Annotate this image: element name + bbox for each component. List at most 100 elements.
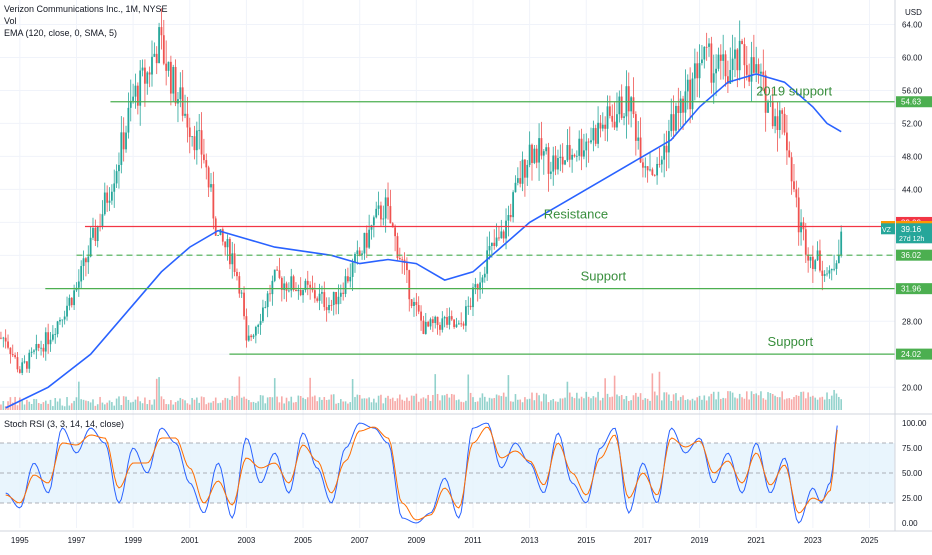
candle-body	[819, 250, 821, 271]
volume-legend[interactable]: Vol	[4, 16, 17, 26]
volume-bar	[290, 396, 293, 410]
candle-body	[542, 151, 545, 156]
horizontal-lines-layer: 2019 support Resistance Support Support	[45, 84, 895, 355]
volume-bar	[469, 392, 472, 410]
volume-bar	[111, 402, 113, 410]
candle-body	[703, 46, 706, 60]
ema-legend[interactable]: EMA (120, close, 0, SMA, 5)	[4, 28, 118, 38]
candle-body	[828, 270, 831, 274]
volume-bar	[172, 404, 175, 410]
volume-bar	[266, 397, 269, 410]
volume-bar	[793, 396, 795, 410]
candle-body	[361, 253, 363, 255]
candle-body	[89, 237, 92, 257]
candle-body	[516, 178, 519, 183]
volume-bar	[281, 396, 283, 410]
candle-body	[762, 71, 765, 75]
stoch-y-tick-label: 50.00	[902, 469, 923, 478]
volume-bar	[821, 396, 824, 410]
y-tick-label: 56.00	[902, 86, 923, 95]
candle-body	[167, 61, 170, 71]
candle-body	[642, 162, 644, 168]
volume-bar	[155, 378, 158, 410]
volume-bar	[620, 394, 623, 410]
stoch-rsi-legend[interactable]: Stoch RSI (3, 3, 14, 14, close)	[4, 419, 125, 429]
volume-bar	[330, 394, 333, 410]
candle-body	[646, 166, 649, 171]
candle-body	[495, 237, 498, 246]
candle-body	[134, 85, 137, 97]
volume-bar	[625, 395, 628, 410]
candle-body	[56, 321, 59, 335]
candle-body	[368, 229, 371, 248]
volume-bar	[78, 381, 80, 410]
candle-body	[660, 159, 663, 165]
candle-body	[823, 274, 826, 276]
candle-body	[757, 64, 760, 74]
candle-body	[729, 70, 732, 84]
candle-body	[325, 307, 328, 311]
volume-bar	[408, 400, 411, 410]
candle-body	[526, 164, 529, 178]
volume-bar	[344, 401, 347, 410]
volume-bar	[446, 393, 448, 410]
candle-body	[507, 215, 510, 221]
volume-bar	[229, 399, 231, 410]
candle-body	[597, 122, 599, 144]
volume-bar	[613, 375, 616, 410]
volume-bar	[217, 403, 219, 410]
candle-body	[396, 236, 399, 259]
volume-bar	[458, 399, 460, 410]
volume-bar	[7, 401, 9, 410]
volume-bar	[696, 397, 699, 410]
candle-body	[330, 304, 333, 306]
volume-bar	[233, 396, 236, 410]
candle-body	[14, 355, 17, 358]
volume-bar	[604, 378, 606, 410]
volume-bar	[387, 395, 389, 410]
candle-body	[210, 184, 212, 188]
candle-body	[734, 49, 736, 59]
volume-bar	[609, 397, 611, 410]
volume-bar	[196, 397, 198, 410]
candle-body	[243, 292, 245, 317]
symbol-legend[interactable]: Verizon Communications Inc., 1M, NYSE	[4, 4, 168, 14]
price-badge	[896, 223, 932, 244]
volume-bar	[505, 396, 507, 410]
volume-bar	[476, 401, 479, 410]
candle-body	[47, 332, 50, 345]
volume-bar	[606, 393, 609, 410]
candle-body	[809, 256, 812, 261]
candle-body	[755, 64, 758, 73]
volume-bar	[42, 402, 45, 410]
volume-bar	[151, 404, 153, 410]
candle-body	[677, 105, 680, 113]
candle-body	[670, 114, 673, 132]
candle-body	[259, 321, 262, 325]
candle-body	[795, 189, 798, 198]
candle-body	[623, 116, 625, 118]
volume-bar	[585, 391, 588, 410]
volume-bar	[545, 394, 547, 410]
candle-body	[417, 305, 420, 312]
candle-body	[448, 316, 451, 325]
volume-bar	[712, 391, 715, 410]
currency-label[interactable]: USD	[905, 8, 922, 17]
volume-bar	[734, 397, 736, 410]
volume-bar	[132, 401, 134, 410]
candle-body	[342, 292, 345, 294]
x-tick-label: 2015	[577, 536, 595, 545]
volume-bar	[646, 398, 649, 410]
candle-body	[514, 182, 517, 193]
volume-bar	[125, 396, 127, 410]
volume-bar	[207, 402, 210, 410]
candle-body	[639, 137, 642, 163]
candle-body	[483, 273, 486, 278]
candle-body	[528, 144, 531, 165]
candle-body	[840, 231, 843, 255]
volume-bar	[243, 396, 245, 410]
volume-bar	[141, 403, 144, 410]
candle-body	[545, 147, 548, 152]
